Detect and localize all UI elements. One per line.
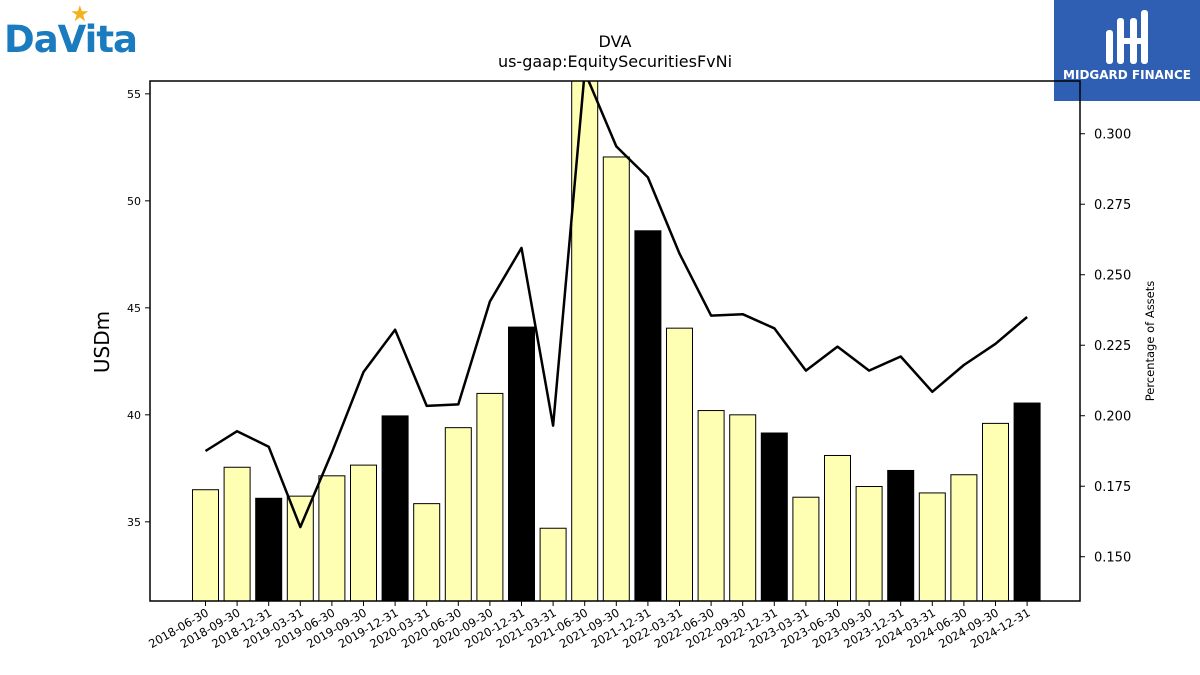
- plot-frame: [149, 80, 1081, 602]
- y-tick-label: 50: [127, 195, 141, 208]
- y-tick-label: 45: [127, 302, 141, 315]
- midgard-logo-text: MIDGARD FINANCE: [1063, 68, 1191, 82]
- bar: [413, 503, 441, 601]
- bar: [918, 492, 946, 601]
- bar: [792, 496, 820, 601]
- y-axis-label: USDm: [90, 311, 114, 373]
- bar: [697, 410, 725, 601]
- bar: [950, 474, 978, 601]
- y2-tick-label: 0.250: [1094, 269, 1131, 284]
- star-icon: ★: [70, 2, 90, 27]
- midgard-logo-mark: [1054, 0, 1200, 101]
- bar: [982, 422, 1009, 601]
- y2-tick-label: 0.275: [1094, 198, 1131, 213]
- bar: [571, 81, 599, 601]
- bar: [539, 527, 567, 601]
- bar: [887, 469, 915, 601]
- bar: [476, 392, 504, 601]
- chart-subtitle: us-gaap:EquitySecuritiesFvNi: [497, 52, 733, 71]
- bar: [666, 327, 693, 601]
- bar: [192, 489, 219, 601]
- bar: [602, 156, 630, 601]
- bar: [223, 466, 251, 601]
- bar: [855, 486, 883, 601]
- bar: [255, 497, 283, 601]
- y-tick-label: 40: [127, 409, 141, 422]
- chart-title: DVA: [598, 32, 632, 51]
- y-tick-label: 55: [127, 88, 141, 101]
- percentage-line: [204, 81, 1028, 529]
- bar: [350, 464, 377, 601]
- y-tick-label: 35: [127, 516, 141, 529]
- bar: [318, 475, 346, 601]
- y2-tick-label: 0.225: [1094, 339, 1131, 354]
- bar: [508, 326, 535, 601]
- midgard-finance-logo: MIDGARD FINANCE: [1054, 0, 1200, 101]
- y2-tick-label: 0.200: [1094, 410, 1131, 425]
- y2-tick-label: 0.300: [1094, 128, 1131, 143]
- bar: [729, 414, 757, 601]
- bar: [824, 454, 851, 601]
- bar: [286, 495, 314, 601]
- y2-tick-label: 0.175: [1094, 480, 1131, 495]
- y2-tick-label: 0.150: [1094, 551, 1131, 566]
- bar: [1013, 402, 1041, 601]
- bar: [444, 427, 472, 601]
- plot-area: [192, 81, 1041, 601]
- davita-logo-text: DaVita: [4, 18, 138, 61]
- davita-logo: DaVita ★: [4, 2, 144, 61]
- bar: [760, 432, 788, 601]
- bar: [634, 230, 662, 601]
- y2-axis-label: Percentage of Assets: [1143, 281, 1157, 402]
- bar: [381, 415, 409, 601]
